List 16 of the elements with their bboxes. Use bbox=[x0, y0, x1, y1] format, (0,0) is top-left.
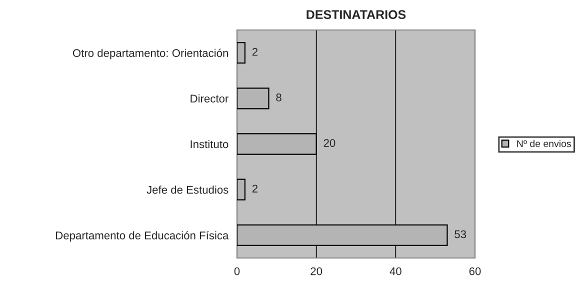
y-tick-label: Jefe de Estudios bbox=[146, 186, 228, 194]
chart-title: DESTINATARIOS bbox=[306, 10, 406, 20]
data-label: 8 bbox=[276, 94, 282, 102]
x-tick-label: 0 bbox=[234, 267, 240, 276]
data-label: 20 bbox=[324, 139, 336, 147]
legend-label: Nº de envios bbox=[517, 140, 571, 148]
data-label: 53 bbox=[454, 230, 466, 238]
data-label: 2 bbox=[252, 184, 258, 192]
y-tick-label: Otro departamento: Orientación bbox=[72, 48, 228, 60]
y-tick-label: Instituto bbox=[190, 140, 228, 148]
y-tick-label: Director bbox=[190, 94, 228, 103]
data-label: 2 bbox=[252, 48, 258, 56]
y-tick-label: Departamento de Educación Física bbox=[56, 231, 229, 242]
x-tick-label: 60 bbox=[469, 267, 481, 276]
x-tick-label: 20 bbox=[310, 267, 322, 276]
x-tick-label: 40 bbox=[390, 267, 402, 276]
